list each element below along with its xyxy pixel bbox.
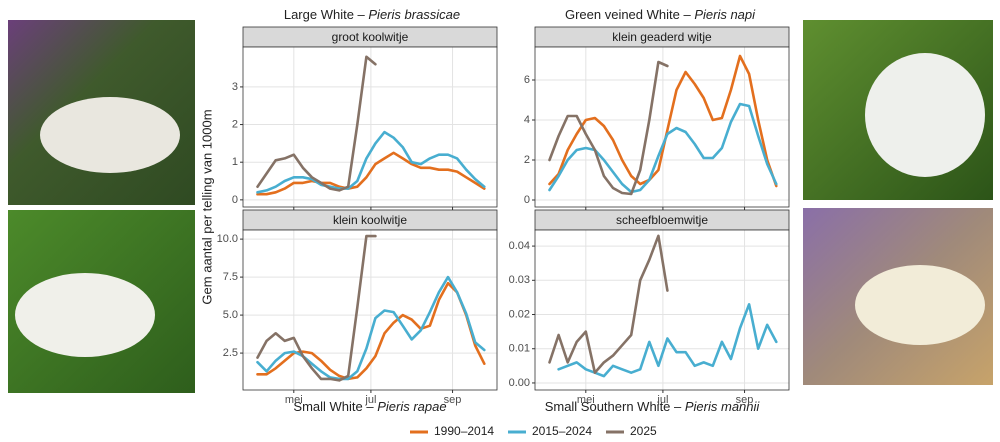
x-tick-label: sep bbox=[736, 394, 754, 406]
photos bbox=[8, 20, 993, 393]
x-tick-label: mei bbox=[285, 394, 303, 406]
y-tick-label: 0.00 bbox=[509, 377, 530, 389]
y-tick-label: 3 bbox=[232, 81, 238, 93]
y-tick-label: 0 bbox=[232, 194, 238, 206]
y-tick-label: 6 bbox=[524, 74, 530, 86]
y-tick-label: 0.02 bbox=[509, 308, 530, 320]
plot-border bbox=[534, 46, 790, 208]
y-tick-label: 10.0 bbox=[217, 233, 238, 245]
panel-title: Large White – Pieris brassicae bbox=[284, 7, 460, 22]
legend-label: 2015–2024 bbox=[532, 424, 592, 438]
title-common: Large White – bbox=[284, 7, 369, 22]
x-tick-label: sep bbox=[444, 394, 462, 406]
title-latin: Pieris napi bbox=[694, 7, 756, 22]
series-line bbox=[256, 151, 486, 196]
legend-label: 2025 bbox=[630, 424, 657, 438]
series-line bbox=[548, 234, 669, 374]
y-tick-label: 1 bbox=[232, 156, 238, 168]
y-tick-label: 2 bbox=[524, 154, 530, 166]
series-line bbox=[548, 54, 778, 188]
series-line bbox=[548, 102, 778, 194]
x-tick-label: jul bbox=[656, 394, 668, 406]
legend-label: 1990–2014 bbox=[434, 424, 494, 438]
plot-border bbox=[242, 46, 498, 208]
series-line bbox=[256, 275, 486, 381]
series-line bbox=[256, 234, 377, 382]
y-tick-label: 2 bbox=[232, 118, 238, 130]
strip-label: scheefbloemwitje bbox=[616, 213, 708, 227]
strip-label: klein koolwitje bbox=[333, 213, 407, 227]
plot-border bbox=[534, 229, 790, 391]
panel-title: Small White – Pieris rapae bbox=[293, 399, 446, 414]
title-latin: Pieris mannii bbox=[685, 399, 761, 414]
y-tick-label: 4 bbox=[524, 114, 530, 126]
panel-title: Small Southern White – Pieris mannii bbox=[545, 399, 761, 414]
y-tick-label: 0 bbox=[524, 194, 530, 206]
x-tick-label: jul bbox=[364, 394, 376, 406]
strip-label: klein geaderd witje bbox=[612, 30, 712, 44]
y-tick-label: 5.0 bbox=[223, 309, 238, 321]
y-tick-label: 0.04 bbox=[509, 240, 530, 252]
y-axis-label: Gem aantal per telling van 1000m bbox=[199, 109, 214, 304]
series-line bbox=[548, 60, 669, 196]
plot-area bbox=[243, 230, 497, 390]
panel-title: Green veined White – Pieris napi bbox=[565, 7, 756, 22]
y-tick-label: 0.01 bbox=[509, 343, 530, 355]
photo-butterfly bbox=[865, 53, 985, 177]
photo-butterfly bbox=[40, 97, 180, 173]
y-tick-label: 2.5 bbox=[223, 347, 238, 359]
photo-butterfly bbox=[855, 265, 985, 345]
plot-border bbox=[242, 229, 498, 391]
title-latin: Pieris brassicae bbox=[368, 7, 460, 22]
strip-label: groot koolwitje bbox=[332, 30, 409, 44]
title-common: Small White – bbox=[293, 399, 377, 414]
title-latin: Pieris rapae bbox=[377, 399, 446, 414]
x-tick-label: mei bbox=[577, 394, 595, 406]
series-line bbox=[256, 55, 377, 192]
title-common: Green veined White – bbox=[565, 7, 694, 22]
series-line bbox=[256, 130, 486, 194]
title-common: Small Southern White – bbox=[545, 399, 685, 414]
plot-area bbox=[535, 47, 789, 207]
photo-butterfly bbox=[15, 273, 155, 357]
y-tick-label: 0.03 bbox=[509, 274, 530, 286]
y-tick-label: 7.5 bbox=[223, 271, 238, 283]
